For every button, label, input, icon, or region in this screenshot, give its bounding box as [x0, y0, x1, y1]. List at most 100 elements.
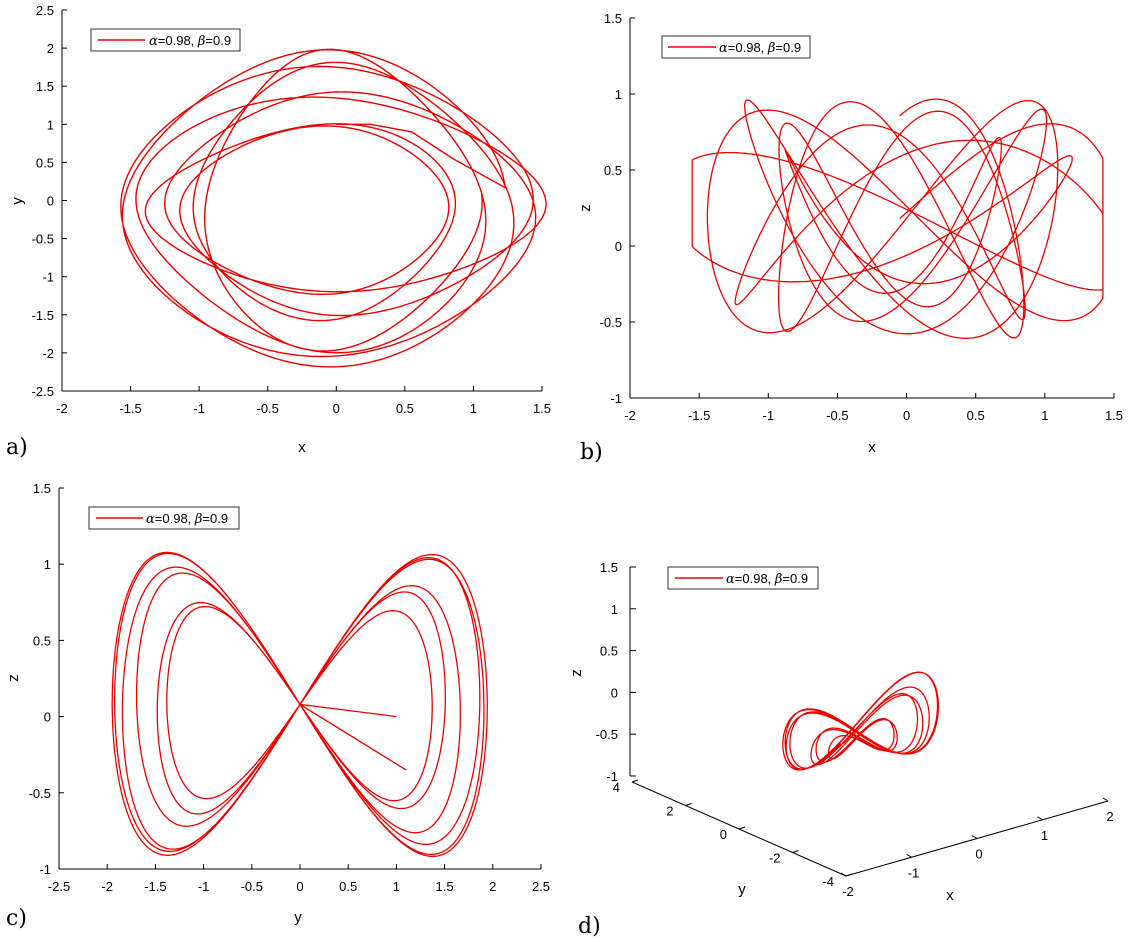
x-tick-label: 1	[393, 879, 400, 894]
x-tick-label: 2.5	[532, 879, 550, 894]
x-tick-label: -2	[56, 401, 68, 416]
x-tick-mark	[1037, 816, 1043, 821]
x-tick-label: 0.5	[967, 408, 985, 423]
series-line	[120, 48, 547, 368]
y-tick-label: -0.5	[600, 315, 622, 330]
z-ticks-d: -1 -0.5 0 0.5 1 1.5	[596, 560, 636, 784]
x-tick-label: 2	[1106, 809, 1113, 824]
y-ticks-a: -2.5 -2 -1.5 -1 -0.5 0 0.5 1 1.5 2 2.5	[32, 3, 67, 399]
y-axis-label-a: y	[9, 197, 26, 205]
y-tick-mark	[845, 873, 853, 877]
trajectory-yz-line	[111, 551, 488, 858]
y-tick-label: -1	[39, 862, 51, 877]
x-tick-label: 1.5	[436, 879, 454, 894]
x-tick-label: 0	[296, 879, 303, 894]
y-tick-label: -2.5	[32, 384, 54, 399]
y-tick-mark	[685, 803, 692, 806]
trajectory-xy-line	[120, 48, 547, 368]
legend-b: α=0.98, β=0.9	[661, 35, 811, 59]
legend-label-c: α=0.98, β=0.9	[146, 511, 228, 527]
x-tick-label: 0	[903, 408, 910, 423]
y-ticks-d: -4 -2 0 2 4	[613, 779, 853, 889]
z-tick-label: 0	[611, 685, 618, 700]
y-tick-label: 0.5	[36, 155, 54, 170]
x-tick-label: 0	[333, 401, 340, 416]
y-ticks-b: -1 -0.5 0 0.5 1 1.5	[600, 11, 635, 406]
y-tick-label: 1.5	[33, 481, 51, 496]
y-tick-label: -0.5	[32, 232, 54, 247]
y-axis-label-c: z	[5, 674, 22, 682]
y-tick-label: 0	[720, 827, 727, 842]
y-tick-mark	[738, 826, 746, 830]
plot-area-c	[59, 488, 541, 869]
y-tick-label: 1	[47, 117, 54, 132]
trajectory-3d-line	[782, 671, 940, 771]
y-tick-label: 1	[44, 557, 51, 572]
x-tick-mark	[1102, 797, 1109, 802]
x-ticks-a: -2 -1.5 -1 -0.5 0 0.5 1 1.5	[56, 386, 551, 416]
x-tick-label: -1.5	[688, 408, 710, 423]
z-tick-label: 1.5	[600, 560, 618, 575]
panel-b: -2 -1.5 -1 -0.5 0 0.5 1 1.5 -1-0.500.511.5 x z …	[577, 11, 1123, 465]
y-tick-label: 0.5	[33, 633, 51, 648]
y-axis-label-b: z	[577, 204, 594, 212]
panel-c: -2.5 -2 -1.5 -1 -0.5 0 0.5 1 1.5 2 2.5 -1 -0.5 0 0.5 1…	[5, 481, 550, 931]
x-tick-label: 1.5	[533, 401, 551, 416]
trajectory-xz-line	[691, 98, 1104, 339]
y-tick-label: 2	[47, 41, 54, 56]
legend-label-b: α=0.98, β=0.9	[719, 40, 801, 56]
y-ticks-c: -1 -0.5 0 0.5 1 1.5	[29, 481, 64, 877]
y-tick-label: 2.5	[36, 3, 54, 18]
x-tick-label: 2	[489, 879, 496, 894]
legend-label-a: α=0.98, β=0.9	[149, 33, 231, 49]
panel-a: -2 -1.5 -1 -0.5 0 0.5 1 1.5 -2.5-2-1.5-1-0.500.…	[6, 3, 551, 460]
axes-3d	[629, 567, 1109, 877]
y-tick-label: 0	[47, 194, 54, 209]
x-tick-label: 0.5	[396, 401, 414, 416]
legend-a: α=0.98, β=0.9	[90, 28, 241, 52]
x-tick-label: 1	[470, 401, 477, 416]
y-tick-label: 0.5	[604, 163, 622, 178]
series-line	[691, 98, 1104, 339]
legend-c: α=0.98, β=0.9	[88, 506, 240, 530]
y-tick-label: 0	[44, 710, 51, 725]
x-tick-label: -2	[624, 408, 636, 423]
legend-label-d: α=0.98, β=0.9	[726, 571, 808, 587]
x-axis-label-d: x	[946, 887, 954, 904]
x-tick-label: -1.5	[119, 401, 141, 416]
x-tick-label: -0.5	[826, 408, 848, 423]
y-tick-label: 1	[615, 87, 622, 102]
x-tick-label: 0	[975, 847, 982, 862]
y-tick-label: 4	[613, 780, 620, 795]
x-tick-label: -0.5	[241, 879, 263, 894]
y-tick-label: -4	[822, 874, 834, 889]
z-tick-label: -0.5	[596, 727, 618, 742]
x-tick-mark	[840, 872, 847, 877]
y-tick-label: 2	[666, 804, 673, 819]
z-tick-label: -1	[606, 769, 618, 784]
x-tick-mark	[906, 853, 912, 858]
y-tick-label: -0.5	[29, 786, 51, 801]
x-tick-label: -0.5	[257, 401, 279, 416]
y-tick-mark	[631, 779, 639, 783]
y-tick-label: -2	[769, 851, 781, 866]
panel-label-a: a)	[6, 435, 28, 460]
y-tick-label: 0	[615, 239, 622, 254]
x-tick-label: -1.5	[144, 879, 166, 894]
y-tick-label: 1.5	[604, 11, 622, 26]
x-tick-label: 0.5	[339, 879, 357, 894]
x-tick-label: 1	[1041, 408, 1048, 423]
y-axis-label-d: y	[738, 881, 746, 898]
x-tick-label: -2	[842, 884, 854, 899]
legend-d: α=0.98, β=0.9	[667, 566, 819, 590]
x-tick-label: 1.5	[1105, 408, 1123, 423]
y-tick-mark	[792, 850, 799, 853]
z-axis-label-d: z	[568, 669, 585, 677]
panel-label-c: c)	[6, 906, 27, 931]
x-tick-label: -1	[198, 879, 210, 894]
x-axis-label-c: y	[294, 909, 302, 926]
series-line	[111, 551, 488, 858]
x-tick-label: 1	[1041, 828, 1048, 843]
